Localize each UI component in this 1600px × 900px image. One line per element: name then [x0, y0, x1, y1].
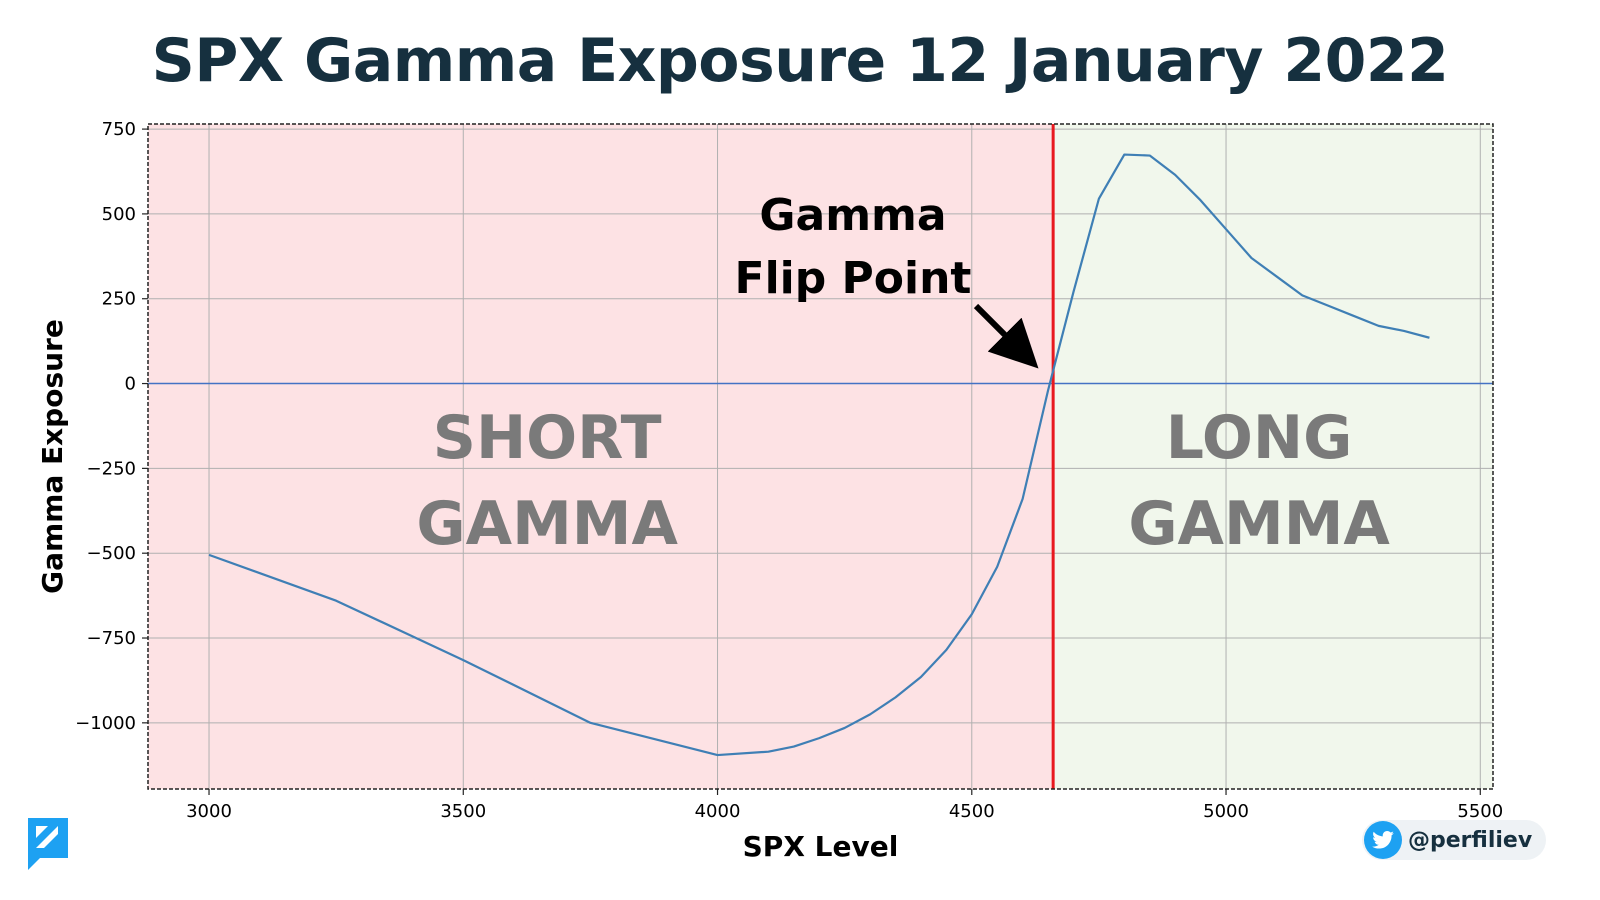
x-tick-label: 5500 [1457, 801, 1503, 822]
page-title: SPX Gamma Exposure 12 January 2022 [151, 26, 1449, 96]
y-axis-label: Gamma Exposure [36, 319, 69, 594]
short-gamma-region [148, 124, 1054, 789]
axes: 3000 3500 4000 4500 5000 5500 750 500 250 0 −250 −5… [36, 119, 1503, 863]
y-tick-label: 250 [102, 289, 136, 310]
y-tick-label: 750 [102, 119, 136, 140]
y-tick-label: 500 [102, 204, 136, 225]
long-gamma-region [1053, 124, 1493, 789]
long-gamma-label: GAMMA [1128, 489, 1390, 559]
x-tick-label: 3500 [440, 801, 486, 822]
long-gamma-label: LONG [1166, 403, 1353, 473]
short-gamma-label: GAMMA [416, 489, 678, 559]
twitter-handle-text: @perfiliev [1408, 827, 1533, 853]
region-labels: SHORT GAMMA LONG GAMMA [416, 403, 1390, 559]
x-axis-label: SPX Level [743, 830, 899, 863]
flip-point-annotation: Gamma Flip Point [735, 190, 1039, 369]
flip-point-arrow [973, 303, 1039, 369]
x-tick-label: 4000 [695, 801, 741, 822]
y-tick-label: −750 [87, 628, 136, 649]
twitter-handle-badge[interactable]: @perfiliev [1362, 820, 1547, 860]
y-tick-label: 0 [125, 374, 136, 395]
x-tick-label: 5000 [1203, 801, 1249, 822]
y-tick-label: −1000 [75, 713, 136, 734]
y-tick-label: −500 [87, 543, 136, 564]
x-tick-label: 4500 [949, 801, 995, 822]
plot-background [148, 124, 1493, 789]
flip-point-annotation-text: Gamma [759, 190, 946, 241]
brand-logo-icon [28, 818, 68, 870]
series-group [208, 153, 1430, 757]
plot-frame [147, 123, 1494, 790]
flip-point-annotation-text: Flip Point [735, 253, 972, 304]
reference-lines [148, 124, 1493, 789]
grid-lines [148, 124, 1493, 789]
y-tick-label: −250 [87, 458, 136, 479]
twitter-bird-icon [1364, 821, 1402, 859]
short-gamma-label: SHORT [433, 403, 662, 473]
gamma-exposure-line [208, 153, 1430, 757]
x-tick-label: 3000 [186, 801, 232, 822]
